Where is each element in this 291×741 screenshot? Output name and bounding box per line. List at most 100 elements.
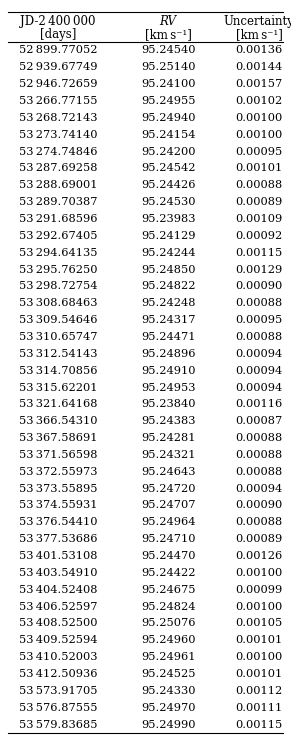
Text: 0.00099: 0.00099 bbox=[235, 585, 283, 595]
Text: 95.24383: 95.24383 bbox=[141, 416, 195, 426]
Text: 53 406.52597: 53 406.52597 bbox=[19, 602, 97, 611]
Text: 95.25140: 95.25140 bbox=[141, 62, 195, 73]
Text: 95.24542: 95.24542 bbox=[141, 164, 195, 173]
Text: 53 315.62201: 53 315.62201 bbox=[19, 382, 97, 393]
Text: 95.24426: 95.24426 bbox=[141, 180, 195, 190]
Text: 53 291.68596: 53 291.68596 bbox=[19, 214, 97, 224]
Text: 95.24248: 95.24248 bbox=[141, 298, 195, 308]
Text: 0.00094: 0.00094 bbox=[235, 365, 283, 376]
Text: 95.24471: 95.24471 bbox=[141, 332, 195, 342]
Text: 0.00088: 0.00088 bbox=[235, 450, 283, 460]
Text: 95.24154: 95.24154 bbox=[141, 130, 195, 140]
Text: 53 295.76250: 53 295.76250 bbox=[19, 265, 97, 274]
Text: 95.23983: 95.23983 bbox=[141, 214, 195, 224]
Text: 0.00095: 0.00095 bbox=[235, 147, 283, 156]
Text: 0.00088: 0.00088 bbox=[235, 298, 283, 308]
Text: 95.24129: 95.24129 bbox=[141, 230, 195, 241]
Text: 53 292.67405: 53 292.67405 bbox=[19, 230, 97, 241]
Text: 53 408.52500: 53 408.52500 bbox=[19, 619, 97, 628]
Text: 0.00101: 0.00101 bbox=[235, 635, 283, 645]
Text: 0.00144: 0.00144 bbox=[235, 62, 283, 73]
Text: 53 573.91705: 53 573.91705 bbox=[19, 686, 97, 696]
Text: 53 294.64135: 53 294.64135 bbox=[19, 247, 97, 258]
Text: 53 266.77155: 53 266.77155 bbox=[19, 96, 97, 106]
Text: 95.24955: 95.24955 bbox=[141, 96, 195, 106]
Text: 0.00115: 0.00115 bbox=[235, 720, 283, 730]
Text: 52 899.77052: 52 899.77052 bbox=[19, 45, 97, 56]
Text: 53 274.74846: 53 274.74846 bbox=[19, 147, 97, 156]
Text: 53 308.68463: 53 308.68463 bbox=[19, 298, 97, 308]
Text: 0.00088: 0.00088 bbox=[235, 517, 283, 528]
Text: 0.00089: 0.00089 bbox=[235, 534, 283, 544]
Text: 53 579.83685: 53 579.83685 bbox=[19, 720, 97, 730]
Text: 95.24321: 95.24321 bbox=[141, 450, 195, 460]
Text: 95.23840: 95.23840 bbox=[141, 399, 195, 409]
Text: 53 410.52003: 53 410.52003 bbox=[19, 652, 97, 662]
Text: 0.00115: 0.00115 bbox=[235, 247, 283, 258]
Text: 95.24720: 95.24720 bbox=[141, 484, 195, 494]
Text: 95.24990: 95.24990 bbox=[141, 720, 195, 730]
Text: 0.00101: 0.00101 bbox=[235, 669, 283, 679]
Text: 0.00094: 0.00094 bbox=[235, 382, 283, 393]
Text: 0.00100: 0.00100 bbox=[235, 113, 283, 123]
Text: 0.00088: 0.00088 bbox=[235, 180, 283, 190]
Text: 53 366.54310: 53 366.54310 bbox=[19, 416, 97, 426]
Text: 0.00100: 0.00100 bbox=[235, 568, 283, 578]
Text: 0.00092: 0.00092 bbox=[235, 230, 283, 241]
Text: 95.24540: 95.24540 bbox=[141, 45, 195, 56]
Text: 0.00100: 0.00100 bbox=[235, 652, 283, 662]
Text: 0.00094: 0.00094 bbox=[235, 349, 283, 359]
Text: 95.24822: 95.24822 bbox=[141, 282, 195, 291]
Text: 0.00109: 0.00109 bbox=[235, 214, 283, 224]
Text: 0.00094: 0.00094 bbox=[235, 484, 283, 494]
Text: 53 372.55973: 53 372.55973 bbox=[19, 467, 97, 476]
Text: RV: RV bbox=[159, 15, 177, 28]
Text: 0.00088: 0.00088 bbox=[235, 332, 283, 342]
Text: 53 288.69001: 53 288.69001 bbox=[19, 180, 97, 190]
Text: 53 321.64168: 53 321.64168 bbox=[19, 399, 97, 409]
Text: 0.00126: 0.00126 bbox=[235, 551, 283, 561]
Text: 95.24281: 95.24281 bbox=[141, 433, 195, 443]
Text: 95.24200: 95.24200 bbox=[141, 147, 195, 156]
Text: 95.24960: 95.24960 bbox=[141, 635, 195, 645]
Text: 95.24940: 95.24940 bbox=[141, 113, 195, 123]
Text: 95.24470: 95.24470 bbox=[141, 551, 195, 561]
Text: 95.24707: 95.24707 bbox=[141, 500, 195, 511]
Text: 95.24530: 95.24530 bbox=[141, 197, 195, 207]
Text: 95.24910: 95.24910 bbox=[141, 365, 195, 376]
Text: 53 273.74140: 53 273.74140 bbox=[19, 130, 97, 140]
Text: 53 371.56598: 53 371.56598 bbox=[19, 450, 97, 460]
Text: 95.24422: 95.24422 bbox=[141, 568, 195, 578]
Text: 53 576.87555: 53 576.87555 bbox=[19, 702, 97, 713]
Text: 53 404.52408: 53 404.52408 bbox=[19, 585, 97, 595]
Text: 53 376.54410: 53 376.54410 bbox=[19, 517, 97, 528]
Text: 53 403.54910: 53 403.54910 bbox=[19, 568, 97, 578]
Text: 0.00088: 0.00088 bbox=[235, 467, 283, 476]
Text: 53 298.72754: 53 298.72754 bbox=[19, 282, 97, 291]
Text: 0.00101: 0.00101 bbox=[235, 164, 283, 173]
Text: 0.00095: 0.00095 bbox=[235, 315, 283, 325]
Text: 95.24643: 95.24643 bbox=[141, 467, 195, 476]
Text: 95.24330: 95.24330 bbox=[141, 686, 195, 696]
Text: 0.00088: 0.00088 bbox=[235, 433, 283, 443]
Text: 95.24525: 95.24525 bbox=[141, 669, 195, 679]
Text: 95.24850: 95.24850 bbox=[141, 265, 195, 274]
Text: 0.00136: 0.00136 bbox=[235, 45, 283, 56]
Text: 95.24710: 95.24710 bbox=[141, 534, 195, 544]
Text: 53 289.70387: 53 289.70387 bbox=[19, 197, 97, 207]
Text: 0.00116: 0.00116 bbox=[235, 399, 283, 409]
Text: JD-2 400 000: JD-2 400 000 bbox=[20, 15, 96, 28]
Text: 0.00100: 0.00100 bbox=[235, 130, 283, 140]
Text: 53 287.69258: 53 287.69258 bbox=[19, 164, 97, 173]
Text: 95.24953: 95.24953 bbox=[141, 382, 195, 393]
Text: 95.24100: 95.24100 bbox=[141, 79, 195, 89]
Text: 95.24317: 95.24317 bbox=[141, 315, 195, 325]
Text: 53 367.58691: 53 367.58691 bbox=[19, 433, 97, 443]
Text: 52 939.67749: 52 939.67749 bbox=[19, 62, 97, 73]
Text: 95.24961: 95.24961 bbox=[141, 652, 195, 662]
Text: 95.24970: 95.24970 bbox=[141, 702, 195, 713]
Text: 0.00111: 0.00111 bbox=[235, 702, 283, 713]
Text: 95.24244: 95.24244 bbox=[141, 247, 195, 258]
Text: 95.24675: 95.24675 bbox=[141, 585, 195, 595]
Text: 53 374.55931: 53 374.55931 bbox=[19, 500, 97, 511]
